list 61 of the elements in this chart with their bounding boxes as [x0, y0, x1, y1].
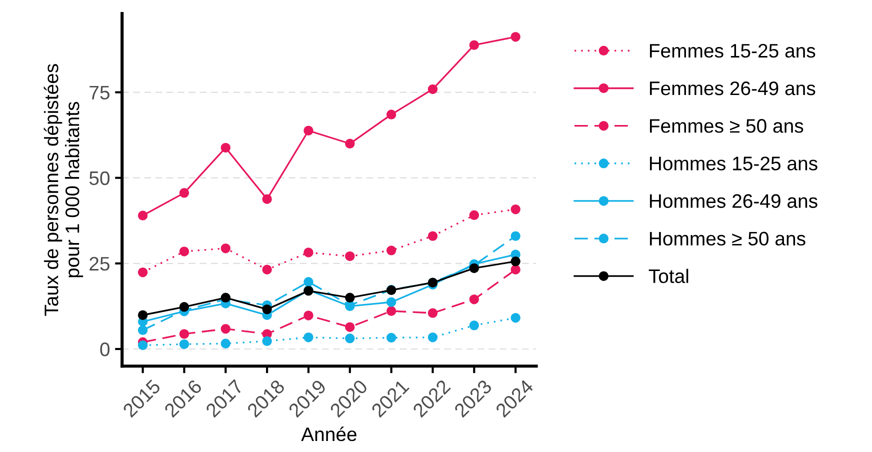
- point: [304, 126, 314, 136]
- point: [428, 231, 438, 241]
- point: [510, 264, 520, 274]
- point: [510, 312, 520, 323]
- point: [304, 248, 314, 258]
- point: [469, 320, 480, 330]
- legend-label: Hommes 15-25 ans: [650, 156, 818, 170]
- point: [262, 264, 272, 274]
- legend-label: Femmes 26-49 ans: [650, 81, 816, 96]
- point: [179, 188, 190, 198]
- point: [179, 329, 190, 339]
- point: [138, 340, 148, 350]
- point: [428, 332, 438, 342]
- x-axis-title: Année: [301, 426, 356, 442]
- y-axis-title: Taux de personnes dépistées pour 1 000 habitants: [44, 64, 84, 316]
- point: [220, 324, 230, 334]
- point: [386, 306, 396, 316]
- y-tick-label: 75: [90, 86, 110, 100]
- point: [469, 294, 480, 304]
- point: [386, 332, 396, 343]
- point: [345, 334, 355, 344]
- point: [345, 292, 355, 303]
- legend-label: Hommes ≥ 50 ans: [650, 232, 806, 246]
- point: [510, 256, 520, 266]
- point: [386, 246, 396, 256]
- point: [304, 277, 314, 287]
- point: [386, 110, 396, 120]
- y-tick-label: 50: [89, 171, 110, 186]
- y-tick-label: 25: [90, 256, 110, 271]
- point: [262, 194, 272, 204]
- point: [138, 310, 148, 320]
- point: [179, 246, 190, 256]
- legend-label: Hommes 26-49 ans: [650, 194, 818, 208]
- point: [428, 84, 438, 94]
- point: [179, 302, 190, 312]
- y-tick-label: 0: [100, 342, 110, 356]
- point: [428, 308, 438, 318]
- point: [138, 210, 148, 220]
- point: [345, 322, 355, 332]
- point: [304, 310, 314, 320]
- point: [220, 142, 230, 153]
- point: [510, 231, 520, 241]
- point: [345, 251, 355, 262]
- point: [220, 338, 230, 348]
- point: [469, 210, 480, 220]
- point: [469, 40, 480, 50]
- legend-label: Femmes 15-25 ans: [650, 44, 816, 58]
- point: [138, 325, 148, 336]
- point: [345, 138, 355, 148]
- legend-label: Total: [648, 268, 688, 284]
- point: [510, 204, 520, 214]
- point: [220, 244, 230, 254]
- point: [262, 336, 272, 346]
- point: [304, 332, 314, 342]
- point: [262, 304, 272, 314]
- point: [138, 267, 148, 278]
- point: [179, 339, 190, 350]
- legend-label: Femmes ≥ 50 ans: [650, 119, 804, 133]
- point: [510, 32, 520, 42]
- point: [469, 263, 480, 274]
- point: [386, 297, 396, 307]
